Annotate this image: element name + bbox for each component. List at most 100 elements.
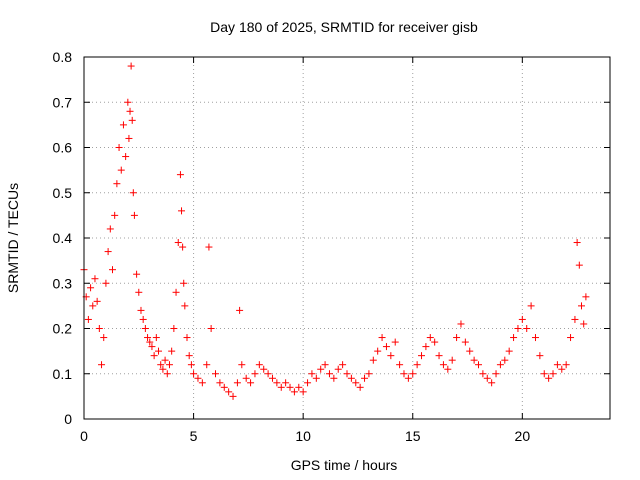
data-point: [518, 315, 526, 323]
data-points: [80, 62, 590, 400]
data-point: [439, 361, 447, 369]
data-point: [220, 383, 228, 391]
data-point: [277, 383, 285, 391]
data-point: [400, 370, 408, 378]
data-point: [216, 379, 224, 387]
data-point: [165, 361, 173, 369]
data-point: [523, 325, 531, 332]
y-tick-label: 0.6: [53, 140, 73, 156]
data-point: [571, 315, 579, 323]
data-point: [312, 374, 320, 382]
data-point: [119, 121, 127, 129]
data-point: [190, 370, 198, 378]
data-point: [135, 288, 143, 296]
data-point: [225, 388, 233, 396]
y-axis-label: SRMTID / TECUs: [5, 183, 21, 293]
data-point: [170, 325, 178, 332]
data-point: [185, 352, 193, 360]
data-point: [144, 334, 152, 342]
data-point: [453, 334, 461, 342]
data-point: [444, 365, 452, 373]
data-point: [264, 370, 272, 378]
x-tick-label: 10: [295, 428, 311, 444]
plot-frame: [83, 56, 611, 420]
data-point: [378, 334, 386, 342]
data-point: [286, 383, 294, 391]
data-point: [290, 388, 298, 396]
data-point: [194, 374, 202, 382]
data-point: [178, 207, 186, 215]
data-point: [130, 211, 138, 219]
x-tick-label: 0: [80, 428, 88, 444]
data-point: [133, 270, 141, 278]
data-point: [247, 379, 255, 387]
data-point: [295, 383, 303, 391]
data-point: [212, 370, 219, 378]
data-point: [510, 334, 518, 342]
data-point: [89, 302, 97, 310]
data-point: [117, 166, 125, 174]
data-point: [365, 370, 373, 378]
data-point: [361, 374, 369, 382]
data-point: [531, 334, 539, 342]
data-point: [470, 356, 478, 364]
data-point: [475, 361, 482, 369]
data-point: [128, 116, 136, 124]
data-point: [545, 374, 553, 382]
data-point: [242, 374, 250, 382]
data-point: [536, 352, 544, 360]
y-tick-label: 0.1: [53, 366, 73, 382]
data-point: [492, 370, 500, 378]
data-point: [422, 343, 430, 351]
data-point: [91, 275, 99, 283]
data-point: [236, 306, 244, 314]
data-point: [273, 379, 281, 387]
data-point: [93, 297, 101, 305]
data-point: [229, 392, 237, 400]
data-point: [501, 356, 509, 364]
data-point: [369, 356, 377, 364]
data-point: [98, 361, 106, 369]
data-point: [418, 352, 426, 360]
data-point: [183, 334, 191, 342]
data-point: [155, 347, 163, 355]
data-point: [198, 379, 206, 387]
x-tick-label: 15: [405, 428, 421, 444]
axis-ticks: 0 0.1 0.2 0.3 0.4 0.5 0.6 0.7 0.8 0 5 10 15 20: [53, 49, 610, 444]
data-point: [122, 153, 130, 161]
data-point: [562, 361, 570, 369]
data-point: [203, 361, 211, 369]
data-point: [163, 370, 171, 378]
data-point: [549, 370, 557, 378]
data-point: [343, 370, 351, 378]
data-point: [180, 279, 188, 287]
data-point: [483, 374, 491, 382]
x-axis-label: GPS time / hours: [291, 457, 398, 473]
data-point: [139, 315, 147, 323]
data-point: [106, 225, 114, 233]
y-tick-label: 0.4: [53, 230, 73, 246]
data-point: [260, 365, 268, 373]
data-point: [126, 107, 134, 115]
data-point: [317, 365, 325, 373]
y-tick-label: 0.7: [53, 94, 73, 110]
data-point: [404, 374, 412, 382]
data-point: [540, 370, 548, 378]
data-point: [100, 334, 108, 342]
data-point: [115, 144, 123, 151]
data-point: [161, 356, 169, 364]
data-point: [558, 365, 566, 373]
data-point: [87, 284, 95, 292]
data-point: [251, 370, 259, 378]
data-point: [238, 361, 246, 369]
data-point: [382, 343, 390, 351]
data-point: [172, 288, 180, 296]
data-point: [466, 347, 474, 355]
data-point: [567, 334, 575, 342]
data-point: [146, 338, 154, 346]
y-tick-label: 0.8: [53, 49, 73, 65]
y-tick-label: 0.5: [53, 185, 73, 201]
data-point: [304, 379, 312, 387]
data-point: [321, 361, 329, 369]
